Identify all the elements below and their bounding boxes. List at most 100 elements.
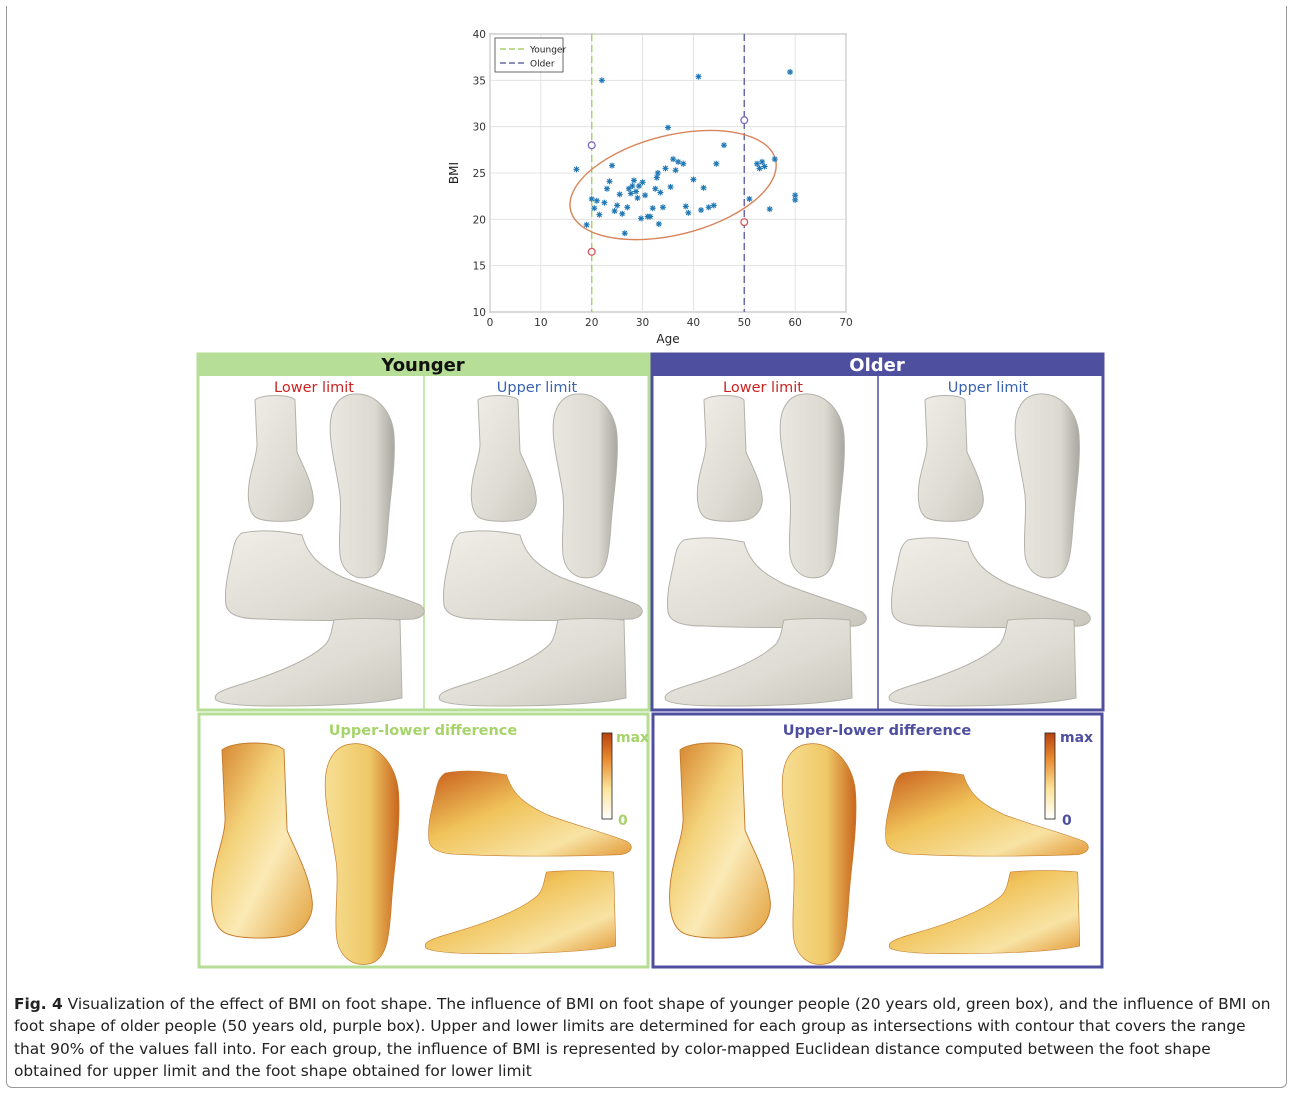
data-point: [771, 156, 778, 163]
data-point: [573, 166, 580, 173]
younger-diff-foot-top: [210, 742, 314, 939]
figure-caption: Fig. 4 Visualization of the effect of BM…: [14, 993, 1274, 1082]
x-tick-label: 30: [636, 317, 649, 329]
data-point: [667, 183, 674, 190]
data-point: [583, 221, 590, 228]
data-point: [621, 230, 628, 237]
data-point: [649, 205, 656, 212]
data-point: [619, 210, 626, 217]
older-lower-foot-top: [696, 395, 763, 522]
data-point: [713, 160, 720, 167]
data-point: [665, 124, 671, 131]
data-point: [792, 196, 799, 203]
data-point: [616, 191, 623, 198]
younger-title: Younger: [380, 355, 464, 376]
older-lower-foot-sole: [779, 393, 845, 579]
younger-panel: Younger Lower limit Upper limit: [196, 352, 651, 712]
x-tick-label: 70: [839, 317, 852, 329]
data-point: [675, 158, 682, 165]
x-tick-label: 50: [738, 317, 751, 329]
data-point: [627, 190, 634, 197]
data-point: [614, 202, 621, 209]
data-point: [642, 192, 649, 199]
data-point: [603, 185, 610, 192]
older-diff-foot-side-b: [888, 870, 1081, 955]
limit-point: [740, 218, 749, 227]
caption-text: Visualization of the effect of BMI on fo…: [14, 995, 1271, 1080]
data-point: [625, 185, 632, 192]
data-point: [596, 211, 603, 218]
data-point: [746, 195, 753, 202]
older-panel: Older Lower limit Upper limit: [650, 352, 1105, 712]
older-colorbar-max: max: [1060, 730, 1093, 746]
data-point: [690, 176, 697, 183]
data-point: [593, 197, 600, 204]
older-lower-foot-side-a: [666, 537, 867, 628]
data-point: [588, 195, 595, 202]
younger-lower-foot-side-b: [214, 618, 403, 707]
younger-upper-foot-side-b: [438, 618, 627, 707]
limit-point: [587, 247, 596, 256]
data-point: [662, 165, 669, 172]
older-colorbar-min: 0: [1062, 813, 1072, 829]
y-tick-label: 25: [473, 168, 486, 180]
data-point: [698, 207, 705, 214]
younger-colorbar: [601, 732, 613, 820]
younger-title-bar: [198, 354, 649, 376]
x-tick-label: 0: [487, 317, 494, 329]
y-tick-label: 20: [473, 214, 486, 226]
data-point: [754, 160, 760, 167]
data-point: [591, 205, 598, 212]
y-tick-label: 10: [473, 307, 486, 319]
data-point: [655, 220, 662, 227]
data-point: [685, 209, 692, 216]
older-difference-title: Upper-lower difference: [783, 723, 972, 739]
data-point: [652, 185, 659, 192]
older-diff-foot-top: [668, 742, 772, 939]
data-point: [624, 204, 631, 211]
x-tick-label: 60: [788, 317, 801, 329]
data-point: [632, 188, 639, 195]
x-tick-label: 40: [687, 317, 700, 329]
data-point: [672, 167, 679, 174]
data-point: [705, 204, 712, 211]
x-tick-label: 10: [534, 317, 547, 329]
older-upper-foot-sole: [1014, 393, 1080, 579]
data-point: [611, 207, 618, 214]
younger-lower-foot-side-a: [224, 530, 425, 621]
data-point: [609, 162, 616, 169]
limit-point: [587, 141, 596, 150]
chart-legend: Younger Older: [494, 37, 566, 73]
data-point: [606, 178, 613, 185]
data-point: [695, 73, 702, 80]
younger-difference-panel: Upper-lower difference max 0: [197, 712, 650, 969]
younger-lower-foot-sole: [329, 393, 395, 579]
data-point: [766, 206, 773, 213]
y-axis-label: BMI: [447, 162, 461, 184]
data-point: [629, 182, 636, 189]
y-tick-label: 35: [473, 75, 486, 87]
data-point: [634, 195, 641, 202]
legend-label-older: Older: [530, 60, 555, 70]
younger-colorbar-min: 0: [618, 813, 628, 829]
younger-difference-title: Upper-lower difference: [329, 723, 518, 739]
y-tick-label: 40: [473, 29, 486, 41]
data-point: [700, 184, 707, 191]
x-axis-label: Age: [656, 332, 679, 346]
younger-lower-limit-label: Lower limit: [274, 380, 354, 396]
data-point: [680, 160, 687, 167]
data-point: [659, 204, 666, 211]
data-point: [654, 170, 661, 176]
data-point: [761, 163, 768, 170]
older-diff-foot-sole: [781, 743, 857, 966]
older-diff-foot-side-a: [885, 770, 1089, 857]
older-title: Older: [849, 355, 905, 376]
y-tick-label: 30: [473, 122, 486, 134]
data-point: [756, 165, 763, 172]
x-tick-label: 20: [585, 317, 598, 329]
figure-frame: [6, 6, 1287, 1088]
younger-colorbar-max: max: [616, 730, 649, 746]
older-difference-panel: Upper-lower difference max 0: [651, 712, 1104, 969]
